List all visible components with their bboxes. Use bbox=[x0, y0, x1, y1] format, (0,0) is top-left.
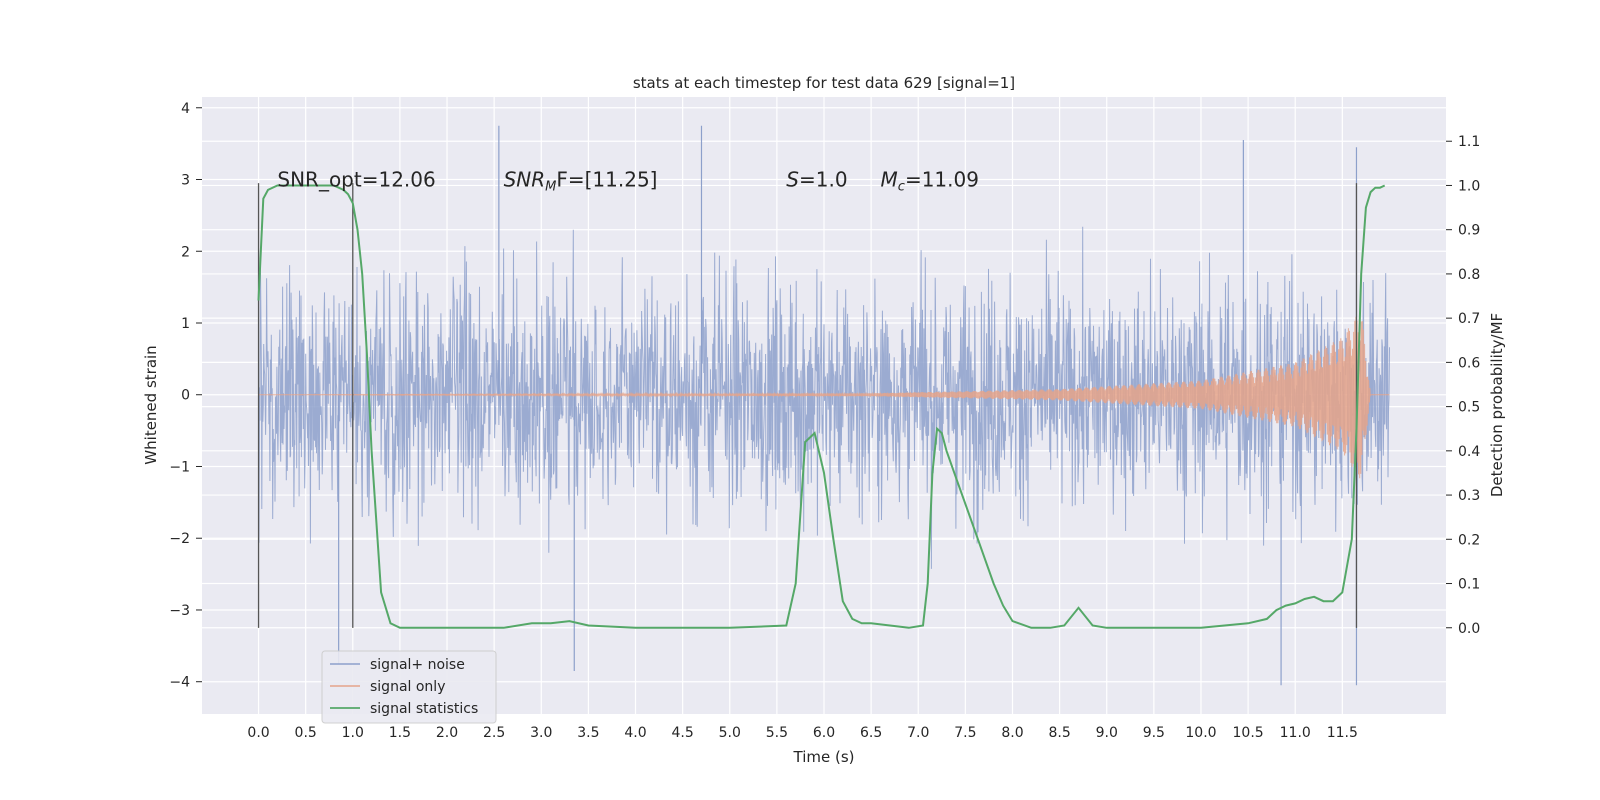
y-right-tick-label-4: 0.7 bbox=[1458, 311, 1480, 327]
y-right-tick-label-8: 0.3 bbox=[1458, 488, 1480, 504]
y-right-tick-label-2: 0.9 bbox=[1458, 223, 1480, 239]
y-right-tick-label-5: 0.6 bbox=[1458, 355, 1480, 371]
y-left-tick-label-1: 3 bbox=[181, 173, 190, 189]
x-tick-label-22: 11.0 bbox=[1280, 725, 1311, 741]
annotations: SNR_opt=12.06 SNRMF=[11.25] S=1.0 Mc=11.09 bbox=[277, 168, 979, 195]
x-tick-label-12: 6.0 bbox=[813, 725, 835, 741]
chart-title: stats at each timestep for test data 629… bbox=[633, 74, 1015, 92]
signal-noise-line bbox=[258, 226, 1390, 569]
x-tick-label-7: 3.5 bbox=[577, 725, 599, 741]
x-tick-label-5: 2.5 bbox=[483, 725, 505, 741]
x-tick-label-14: 7.0 bbox=[907, 725, 929, 741]
x-tick-label-18: 9.0 bbox=[1096, 725, 1118, 741]
y-left-tick-label-3: 1 bbox=[181, 316, 190, 332]
y-left-tick-label-8: −4 bbox=[169, 675, 190, 691]
y-left-tick-label-6: −2 bbox=[169, 531, 190, 547]
x-tick-label-10: 5.0 bbox=[719, 725, 741, 741]
legend-label-signal-statistics: signal statistics bbox=[370, 701, 478, 717]
series-signal-only bbox=[258, 316, 1390, 479]
x-tick-label-17: 8.5 bbox=[1048, 725, 1070, 741]
x-tick-label-11: 5.5 bbox=[766, 725, 788, 741]
y-right-tick-label-7: 0.4 bbox=[1458, 444, 1480, 460]
x-tick-label-19: 9.5 bbox=[1143, 725, 1165, 741]
x-tick-label-0: 0.0 bbox=[247, 725, 269, 741]
annotation-0: SNR_opt=12.06 bbox=[277, 168, 435, 192]
y-left-tick-label-5: −1 bbox=[169, 459, 190, 475]
legend-label-signal-only: signal only bbox=[370, 679, 445, 695]
x-tick-label-2: 1.0 bbox=[342, 725, 364, 741]
y-right-tick-label-11: 0.0 bbox=[1458, 621, 1480, 637]
x-tick-label-6: 3.0 bbox=[530, 725, 552, 741]
y-right-tick-label-0: 1.1 bbox=[1458, 134, 1480, 150]
y-left-axis-ticks: 4 3 2 1 0 −1 −2 −3 −4 bbox=[169, 101, 202, 691]
x-tick-label-15: 7.5 bbox=[954, 725, 976, 741]
x-tick-label-20: 10.0 bbox=[1185, 725, 1216, 741]
y-right-tick-label-6: 0.5 bbox=[1458, 400, 1480, 416]
y-right-tick-label-3: 0.8 bbox=[1458, 267, 1480, 283]
x-tick-label-1: 0.5 bbox=[295, 725, 317, 741]
x-tick-label-9: 4.5 bbox=[672, 725, 694, 741]
signal-only-line bbox=[258, 316, 1390, 479]
legend: signal+ noise signal only signal statist… bbox=[321, 650, 497, 724]
y-right-axis-label: Detection probability/MF bbox=[1488, 313, 1506, 497]
y-left-tick-label-4: 0 bbox=[181, 388, 190, 404]
x-tick-label-13: 6.5 bbox=[860, 725, 882, 741]
y-right-tick-label-1: 1.0 bbox=[1458, 178, 1480, 194]
annotation-3: Mc=11.09 bbox=[881, 168, 979, 195]
y-right-axis-ticks: 1.1 1.0 0.9 0.8 0.7 0.6 0.5 0.4 0.3 0.2 0.1 0.0 bbox=[1446, 134, 1480, 637]
annotation-1: SNRMF=[11.25] bbox=[504, 168, 658, 195]
legend-label-signal-noise: signal+ noise bbox=[370, 657, 465, 673]
x-axis-label: Time (s) bbox=[793, 748, 855, 766]
signal-statistics-line bbox=[257, 184, 1386, 629]
legend-box bbox=[321, 650, 497, 724]
y-right-tick-label-10: 0.1 bbox=[1458, 577, 1480, 593]
x-tick-label-16: 8.0 bbox=[1001, 725, 1023, 741]
x-tick-label-8: 4.0 bbox=[624, 725, 646, 741]
y-left-tick-label-7: −3 bbox=[169, 603, 190, 619]
y-left-tick-label-2: 2 bbox=[181, 244, 190, 260]
x-axis-ticks: 0.0 0.5 1.0 1.5 2.0 2.5 3.0 3.5 4.0 4.5 5.0 5.5 6.0 6… bbox=[247, 725, 1358, 741]
annotation-2: S=1.0 bbox=[786, 168, 847, 192]
y-right-tick-label-9: 0.2 bbox=[1458, 532, 1480, 548]
x-tick-label-4: 2.0 bbox=[436, 725, 458, 741]
series-signal-statistics bbox=[257, 184, 1386, 629]
x-tick-label-23: 11.5 bbox=[1327, 725, 1358, 741]
y-left-tick-label-0: 4 bbox=[181, 101, 190, 117]
x-tick-label-21: 10.5 bbox=[1233, 725, 1264, 741]
x-tick-label-3: 1.5 bbox=[389, 725, 411, 741]
y-left-axis-label: Whitened strain bbox=[142, 345, 160, 464]
